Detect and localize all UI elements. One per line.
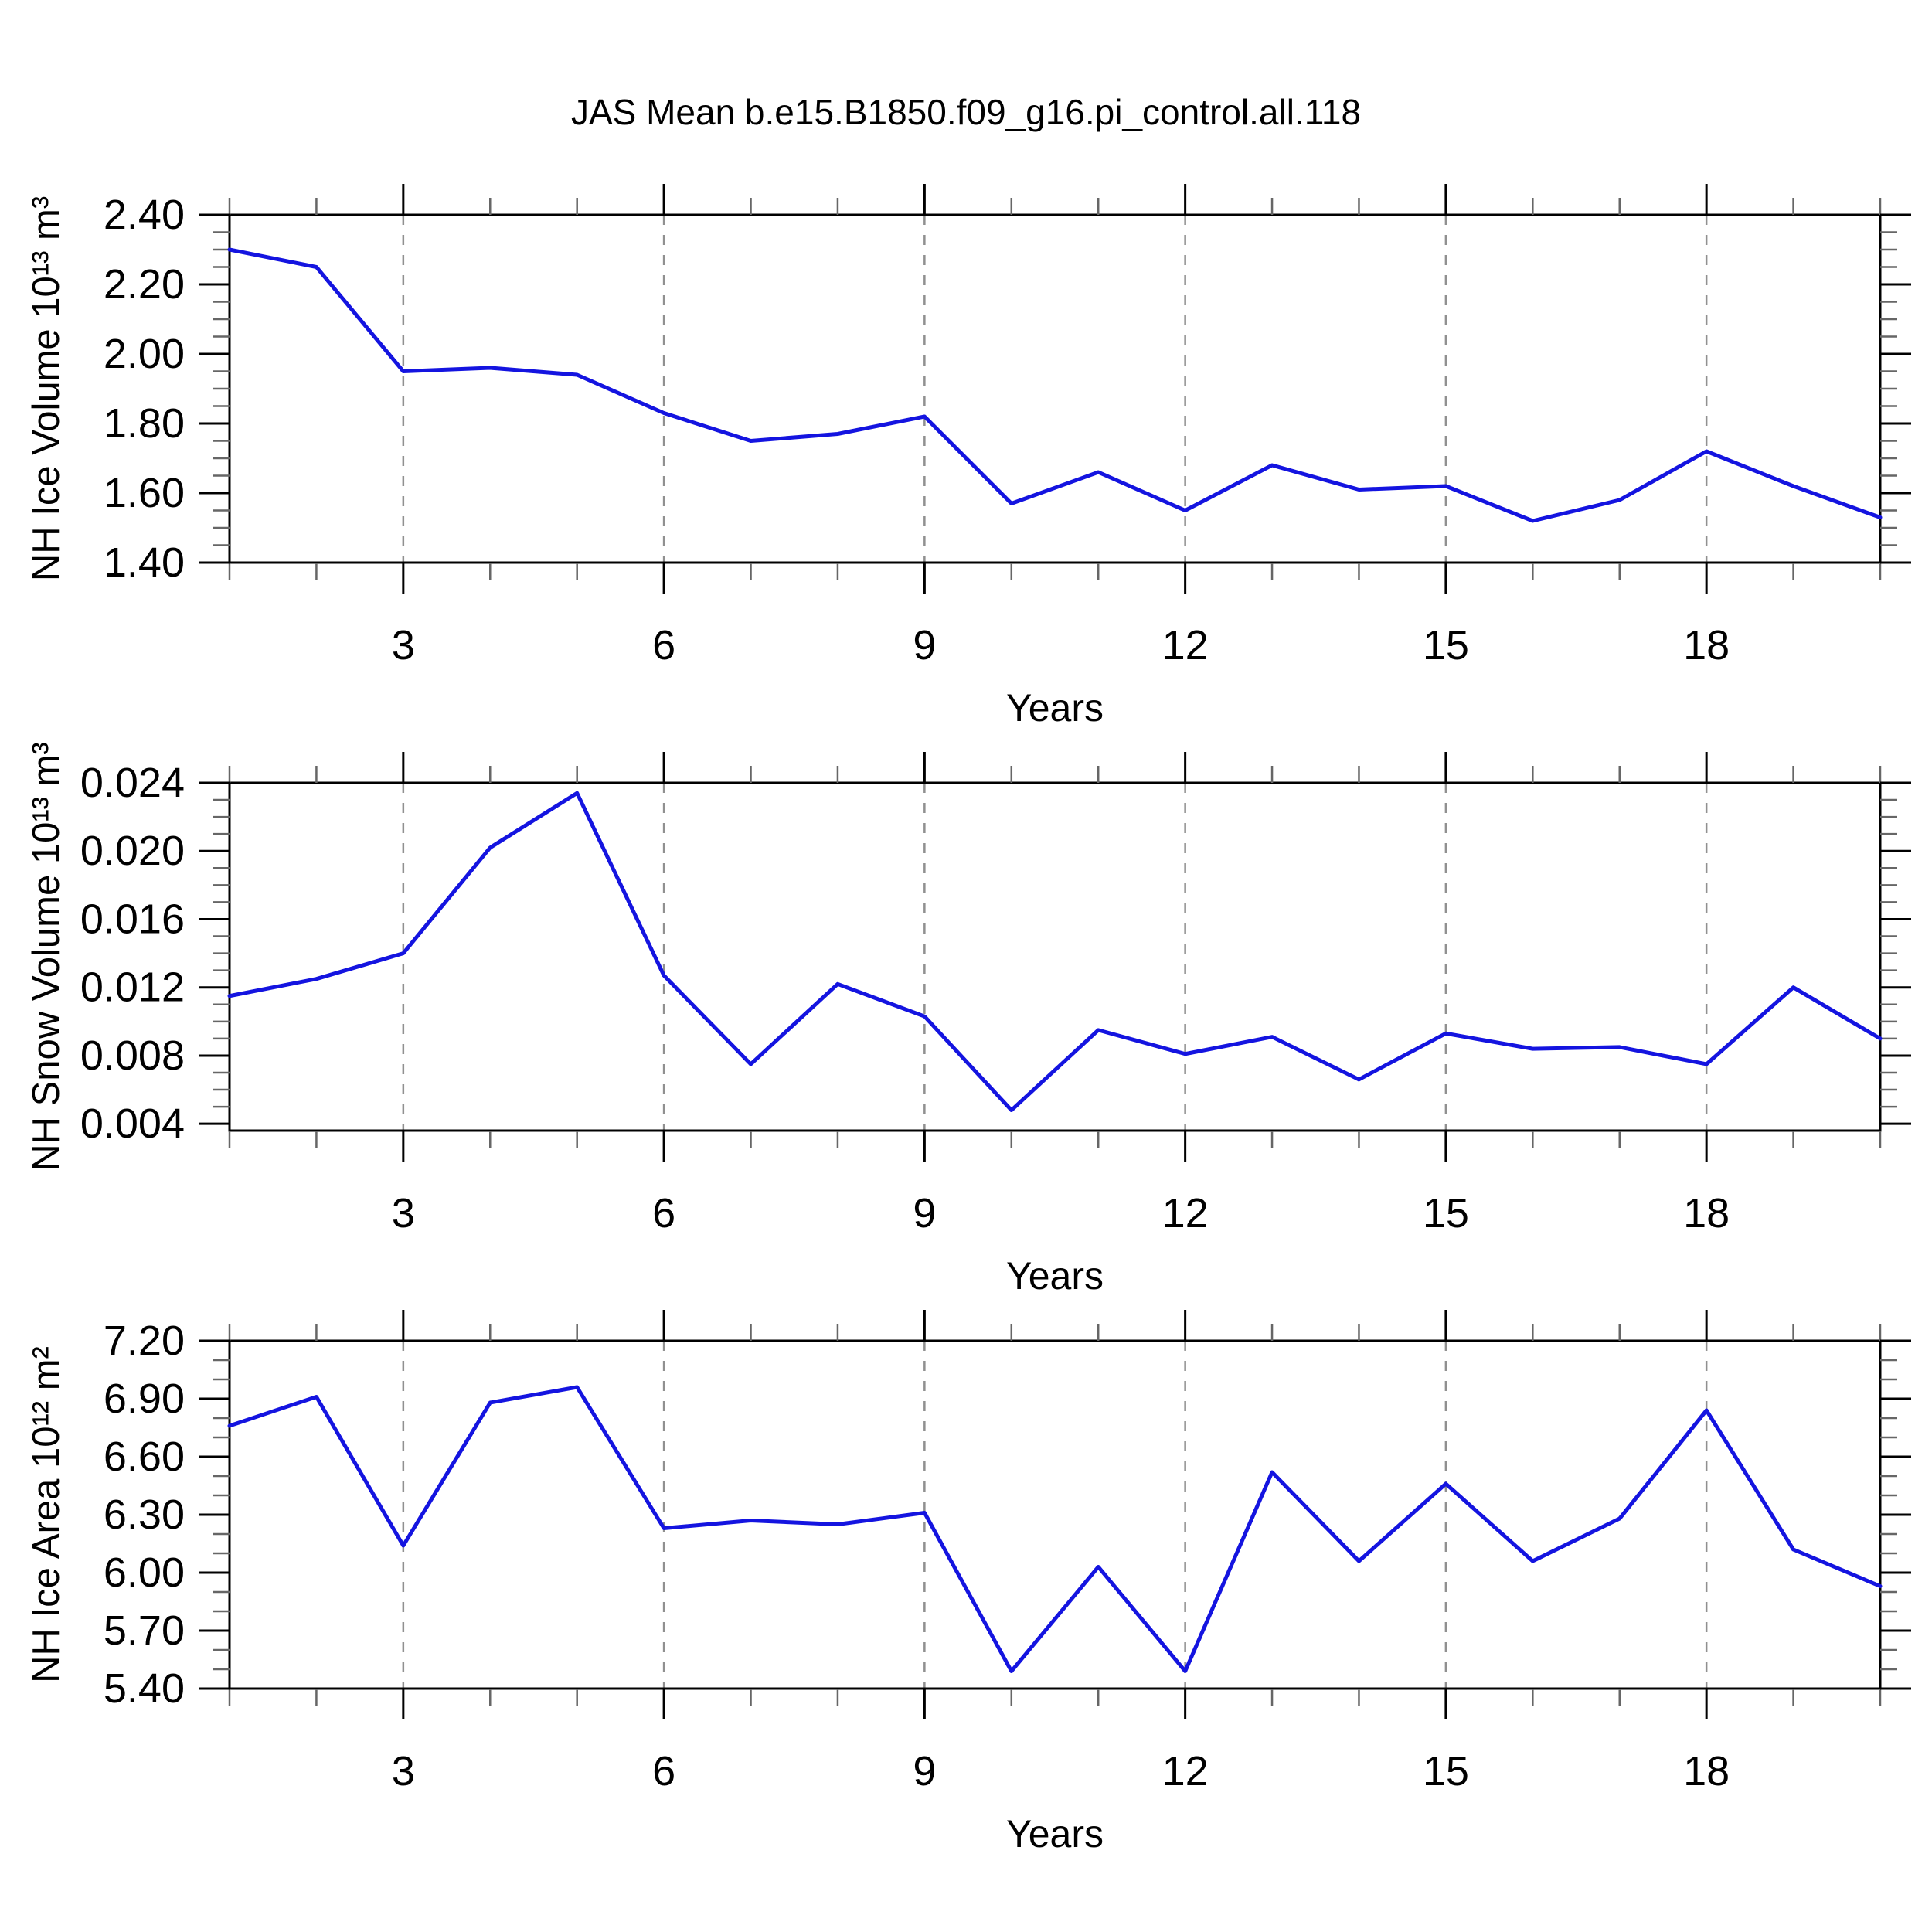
y-tick-label: 1.80 <box>104 400 185 447</box>
x-tick-label: 18 <box>1683 622 1730 668</box>
y-tick-label: 2.20 <box>104 261 185 308</box>
y-tick-label: 7.20 <box>104 1318 185 1364</box>
x-tick-label: 12 <box>1162 622 1209 668</box>
x-axis-label: Years <box>1006 1812 1104 1855</box>
x-tick-label: 15 <box>1423 1748 1469 1794</box>
x-tick-label: 3 <box>392 622 415 668</box>
x-tick-label: 12 <box>1162 1748 1209 1794</box>
x-tick-label: 6 <box>652 1190 675 1236</box>
x-tick-label: 3 <box>392 1190 415 1236</box>
y-tick-label: 0.004 <box>80 1100 185 1147</box>
x-tick-label: 15 <box>1423 622 1469 668</box>
y-tick-label: 0.016 <box>80 896 185 942</box>
plot-panel-snow-volume: 3 6 9 12 15 18 0.004 0.008 0.012 0.016 0.020 0.024 Y… <box>80 752 1911 1298</box>
y-tick-label: 5.40 <box>104 1665 185 1712</box>
y-tick-label: 2.00 <box>104 331 185 377</box>
x-axis-label: Years <box>1006 686 1104 730</box>
y-tick-label: 2.40 <box>104 192 185 238</box>
y-tick-label: 6.30 <box>104 1492 185 1538</box>
x-tick-label: 9 <box>913 622 936 668</box>
x-tick-label: 9 <box>913 1190 936 1236</box>
series-line <box>227 1385 1883 1673</box>
plot-box <box>228 213 1882 564</box>
y-tick-label: 5.70 <box>104 1607 185 1654</box>
y-tick-label: 6.00 <box>104 1549 185 1596</box>
x-tick-label: 9 <box>913 1748 936 1794</box>
x-tick-label: 18 <box>1683 1748 1730 1794</box>
plot-panel-ice-volume: 3 6 9 12 15 18 1.40 1.60 1.80 2.00 2.20 2.40 Years <box>104 184 1911 730</box>
y-tick-label: 0.012 <box>80 964 185 1011</box>
y-tick-label: 6.90 <box>104 1376 185 1422</box>
y-tick-label: 0.024 <box>80 760 185 806</box>
x-tick-label: 15 <box>1423 1190 1469 1236</box>
plot-panel-ice-area: 3 6 9 12 15 18 5.40 5.70 6.00 6.30 6.60 6.90 7.20 Yea… <box>104 1310 1911 1855</box>
plot-box <box>228 1339 1882 1690</box>
chart-title: JAS Mean b.e15.B1850.f09_g16.pi_control.… <box>570 92 1362 132</box>
x-tick-label: 12 <box>1162 1190 1209 1236</box>
x-tick-label: 18 <box>1683 1190 1730 1236</box>
y-tick-label: 1.40 <box>104 539 185 586</box>
x-tick-label: 6 <box>652 1748 675 1794</box>
x-tick-label: 3 <box>392 1748 415 1794</box>
y-tick-label: 1.60 <box>104 470 185 516</box>
x-tick-label: 6 <box>652 622 675 668</box>
y-tick-label: 0.020 <box>80 828 185 874</box>
x-axis-label: Years <box>1006 1254 1104 1298</box>
series-line <box>227 247 1883 523</box>
y-tick-label: 0.008 <box>80 1032 185 1079</box>
series-line <box>227 791 1883 1113</box>
plot-box <box>228 781 1882 1132</box>
y-tick-label: 6.60 <box>104 1434 185 1480</box>
